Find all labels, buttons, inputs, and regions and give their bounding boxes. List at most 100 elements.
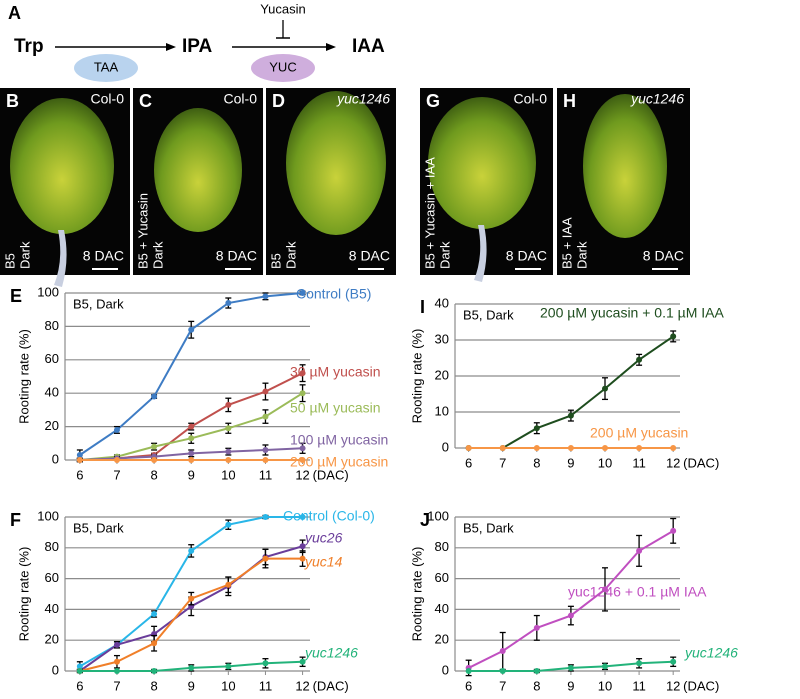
data-point bbox=[225, 581, 232, 588]
data-point bbox=[262, 446, 269, 453]
y-tick-label: 60 bbox=[45, 351, 59, 366]
enzyme: YUC bbox=[269, 59, 296, 74]
x-tick-label: 10 bbox=[221, 678, 235, 693]
data-point bbox=[602, 663, 608, 670]
genotype: Col-0 bbox=[91, 91, 125, 107]
data-point bbox=[225, 448, 232, 455]
panel-label: I bbox=[420, 297, 425, 317]
photo: C Col-0 B5 + Yucasin Dark 8 DAC bbox=[133, 88, 263, 275]
data-point bbox=[113, 426, 120, 433]
panel-label: C bbox=[139, 91, 152, 111]
data-point bbox=[113, 457, 120, 463]
data-point bbox=[465, 445, 472, 451]
data-point bbox=[188, 595, 195, 602]
data-point bbox=[188, 423, 195, 430]
data-point bbox=[636, 547, 643, 554]
series-line bbox=[79, 292, 303, 456]
x-tick-label: 7 bbox=[499, 455, 506, 470]
y-tick-label: 60 bbox=[45, 570, 59, 585]
x-tick-label: 10 bbox=[598, 455, 612, 470]
y-tick-label: 0 bbox=[52, 451, 59, 466]
series-label: yuc1246 bbox=[304, 645, 358, 661]
data-point bbox=[76, 663, 83, 670]
y-tick-label: 0 bbox=[52, 662, 59, 677]
data-point bbox=[670, 333, 677, 340]
condition: B5 + Yucasin bbox=[135, 193, 150, 269]
genotype: yuc1246 bbox=[336, 91, 390, 107]
data-point bbox=[465, 668, 472, 674]
data-point bbox=[262, 514, 269, 520]
time: 8 DAC bbox=[216, 248, 257, 264]
data-point bbox=[225, 457, 232, 463]
y-tick-label: 40 bbox=[45, 385, 59, 400]
data-point bbox=[670, 527, 677, 534]
condition: B5 + IAA bbox=[559, 217, 574, 269]
x-tick-label: 11 bbox=[632, 678, 646, 693]
condition: Dark bbox=[283, 241, 298, 269]
x-tick-label: 9 bbox=[188, 678, 195, 693]
panel-label: H bbox=[563, 91, 576, 111]
condition: Dark bbox=[150, 241, 165, 269]
annotation-bg bbox=[459, 519, 537, 539]
data-point bbox=[113, 668, 120, 674]
y-tick-label: 0 bbox=[442, 662, 449, 677]
leaf bbox=[583, 94, 667, 238]
series-label: yuc1246 + 0.1 µM IAA bbox=[568, 584, 707, 600]
y-tick-label: 20 bbox=[45, 418, 59, 433]
time: 8 DAC bbox=[83, 248, 124, 264]
data-point bbox=[113, 658, 120, 665]
root bbox=[54, 230, 67, 287]
annotation-bg bbox=[459, 306, 537, 326]
x-tick-label: 6 bbox=[76, 678, 83, 693]
genotype: Col-0 bbox=[514, 91, 548, 107]
y-tick-label: 100 bbox=[427, 508, 449, 523]
x-tick-label: 7 bbox=[499, 678, 506, 693]
panel-label: F bbox=[10, 510, 21, 530]
data-point bbox=[151, 668, 158, 674]
leaf bbox=[154, 108, 242, 232]
annotation-box: B5, Dark bbox=[69, 295, 147, 315]
data-point bbox=[636, 356, 643, 363]
data-point bbox=[299, 555, 306, 562]
y-axis-label: Rooting rate (%) bbox=[409, 329, 424, 424]
y-tick-label: 40 bbox=[435, 295, 449, 310]
root bbox=[474, 225, 487, 282]
data-point bbox=[299, 543, 306, 550]
arrow-head bbox=[166, 43, 176, 51]
data-point bbox=[262, 660, 269, 667]
y-tick-label: 80 bbox=[45, 318, 59, 333]
data-point bbox=[499, 668, 506, 674]
data-point bbox=[567, 412, 574, 419]
data-point bbox=[262, 413, 269, 420]
enzyme-bubble bbox=[251, 54, 315, 82]
enzyme-bubble bbox=[74, 54, 138, 82]
data-point bbox=[636, 660, 643, 667]
data-point bbox=[262, 555, 269, 562]
y-tick-label: 40 bbox=[435, 601, 449, 616]
data-point bbox=[567, 664, 574, 671]
x-axis-label: (DAC) bbox=[683, 678, 719, 693]
data-point bbox=[151, 640, 158, 647]
data-point bbox=[225, 300, 232, 307]
data-point bbox=[113, 641, 120, 648]
x-tick-label: 7 bbox=[113, 678, 120, 693]
x-tick-label: 11 bbox=[259, 678, 273, 693]
condition: B5 + Yucasin + IAA bbox=[422, 157, 437, 269]
data-point bbox=[76, 451, 83, 458]
data-point bbox=[225, 663, 232, 670]
y-tick-label: 20 bbox=[45, 632, 59, 647]
data-point bbox=[225, 425, 232, 432]
data-point bbox=[602, 445, 608, 451]
y-tick-label: 100 bbox=[37, 284, 59, 299]
data-point bbox=[225, 521, 232, 528]
y-tick-label: 10 bbox=[435, 403, 449, 418]
photo: B Col-0 B5 Dark 8 DAC bbox=[0, 88, 130, 287]
series-line bbox=[79, 372, 304, 461]
data-point bbox=[299, 370, 306, 377]
data-point bbox=[225, 401, 232, 408]
y-tick-label: 80 bbox=[45, 539, 59, 554]
series-label: 200 µM yucasin bbox=[590, 425, 688, 441]
data-point bbox=[262, 388, 269, 395]
series-label: yuc26 bbox=[304, 530, 343, 546]
series-label: 200 µM yucasin + 0.1 µM IAA bbox=[540, 305, 724, 321]
